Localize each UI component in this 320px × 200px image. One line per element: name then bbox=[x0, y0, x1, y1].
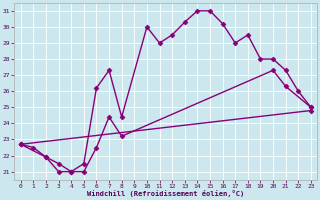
X-axis label: Windchill (Refroidissement éolien,°C): Windchill (Refroidissement éolien,°C) bbox=[87, 190, 244, 197]
